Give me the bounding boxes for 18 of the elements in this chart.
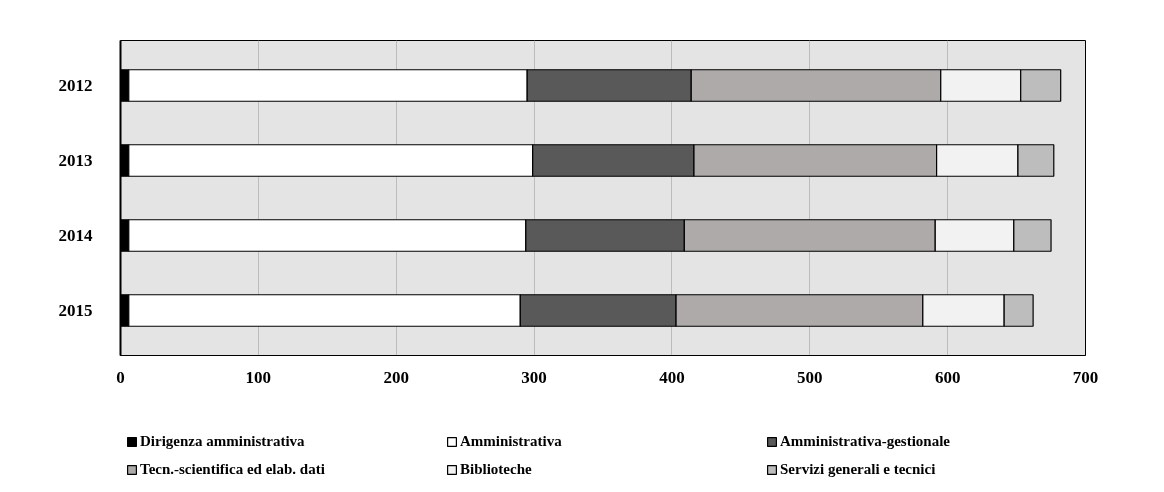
legend-label: Servizi generali e tecnici [780, 460, 937, 478]
legend-label: Amministrativa-gestionale [780, 432, 951, 450]
x-tick-label: 0 [116, 367, 125, 387]
x-tick-label: 300 [521, 367, 547, 387]
x-tick-label: 100 [245, 367, 272, 387]
y-tick-label: 2015 [58, 301, 93, 320]
x-tick-label: 200 [383, 367, 409, 387]
x-tick-label: 400 [659, 367, 685, 387]
legend-label: Tecn.-scientifica ed elab. dati [140, 460, 326, 478]
x-tick-label: 600 [934, 367, 961, 387]
legend-label: Amministrativa [460, 432, 563, 450]
x-tick-label: 500 [797, 367, 823, 387]
legend-label: Dirigenza amministrativa [140, 432, 306, 450]
legend-label: Biblioteche [460, 460, 533, 478]
y-tick-label: 2012 [58, 76, 93, 95]
y-tick-label: 2014 [58, 226, 93, 245]
y-tick-label: 2013 [58, 151, 93, 170]
x-tick-label: 700 [1072, 367, 1099, 387]
